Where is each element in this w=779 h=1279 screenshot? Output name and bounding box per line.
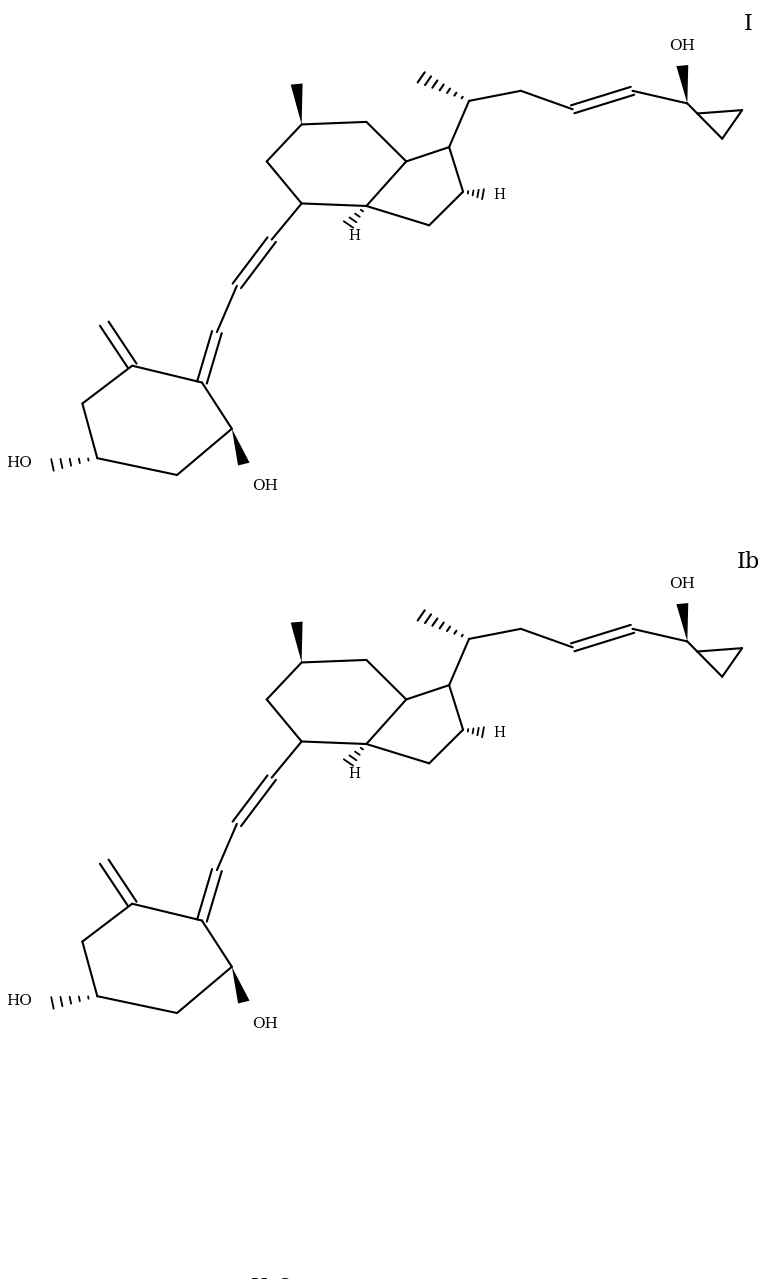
Text: I: I	[744, 13, 753, 35]
Polygon shape	[232, 967, 249, 1004]
Text: H: H	[493, 188, 505, 202]
Text: OH: OH	[669, 577, 696, 591]
Text: OH: OH	[669, 38, 696, 52]
Text: H: H	[348, 229, 361, 243]
Polygon shape	[232, 428, 249, 466]
Text: HO: HO	[7, 994, 33, 1008]
Text: Ib: Ib	[736, 550, 760, 573]
Text: OH: OH	[252, 1017, 277, 1031]
Polygon shape	[676, 604, 689, 642]
Text: HO: HO	[7, 457, 33, 471]
Polygon shape	[291, 83, 302, 124]
Text: H: H	[493, 726, 505, 741]
Polygon shape	[676, 65, 689, 104]
Text: OH: OH	[252, 480, 277, 494]
Polygon shape	[291, 622, 302, 663]
Text: $\mathregular{H_2O}$: $\mathregular{H_2O}$	[250, 1275, 294, 1279]
Text: H: H	[348, 767, 361, 781]
